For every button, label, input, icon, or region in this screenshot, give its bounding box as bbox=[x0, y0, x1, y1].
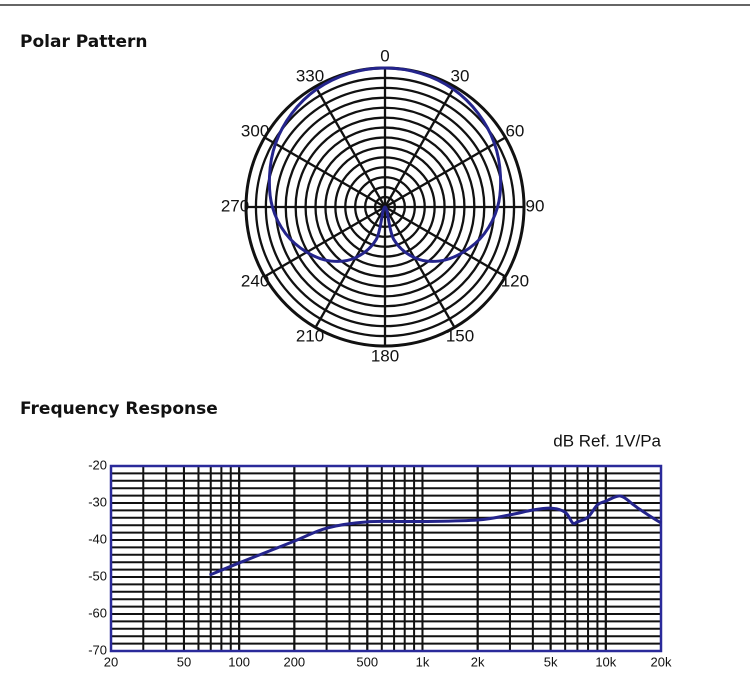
polar-spoke bbox=[384, 206, 506, 278]
y-tick-label: -60 bbox=[88, 605, 107, 620]
x-tick-label: 500 bbox=[356, 654, 378, 669]
angle-label: 60 bbox=[505, 121, 524, 140]
polar-title: Polar Pattern bbox=[20, 32, 147, 52]
angle-label: 0 bbox=[380, 46, 389, 65]
angle-label: 330 bbox=[296, 67, 324, 86]
x-tick-label: 200 bbox=[283, 654, 305, 669]
polar-spoke bbox=[264, 136, 386, 208]
angle-label: 30 bbox=[451, 67, 470, 86]
x-tick-label: 20 bbox=[104, 654, 118, 669]
x-tick-label: 100 bbox=[228, 654, 250, 669]
plot-frame bbox=[109, 464, 663, 653]
frequency-title: Frequency Response bbox=[20, 399, 218, 419]
x-tick-label: 20k bbox=[651, 654, 672, 669]
y-tick-label: -50 bbox=[88, 568, 107, 583]
x-tick-label: 2k bbox=[471, 654, 485, 669]
angle-label: 180 bbox=[371, 346, 399, 365]
angle-label: 120 bbox=[501, 271, 529, 290]
angle-label: 90 bbox=[526, 196, 545, 215]
polar-spoke bbox=[384, 206, 456, 328]
polar-spoke bbox=[264, 206, 386, 278]
y-tick-label: -30 bbox=[88, 494, 107, 509]
response-curve bbox=[209, 494, 662, 577]
y-tick-label: -40 bbox=[88, 531, 107, 546]
y-tick-label: -20 bbox=[88, 457, 107, 472]
x-tick-label: 5k bbox=[544, 654, 558, 669]
angle-label: 210 bbox=[296, 326, 324, 345]
polar-curve bbox=[267, 66, 503, 263]
polar-spoke bbox=[314, 86, 386, 208]
polar-spoke bbox=[384, 136, 506, 208]
polar-spoke bbox=[314, 206, 386, 328]
angle-label: 240 bbox=[241, 271, 269, 290]
angle-label: 270 bbox=[221, 196, 249, 215]
x-tick-label: 1k bbox=[416, 654, 430, 669]
annotation: dB Ref. 1V/Pa bbox=[553, 431, 661, 450]
x-tick-label: 50 bbox=[177, 654, 191, 669]
y-tick-label: -70 bbox=[88, 642, 107, 657]
angle-label: 300 bbox=[241, 121, 269, 140]
x-tick-label: 10k bbox=[595, 654, 616, 669]
angle-label: 150 bbox=[446, 326, 474, 345]
polar-spoke bbox=[384, 86, 456, 208]
